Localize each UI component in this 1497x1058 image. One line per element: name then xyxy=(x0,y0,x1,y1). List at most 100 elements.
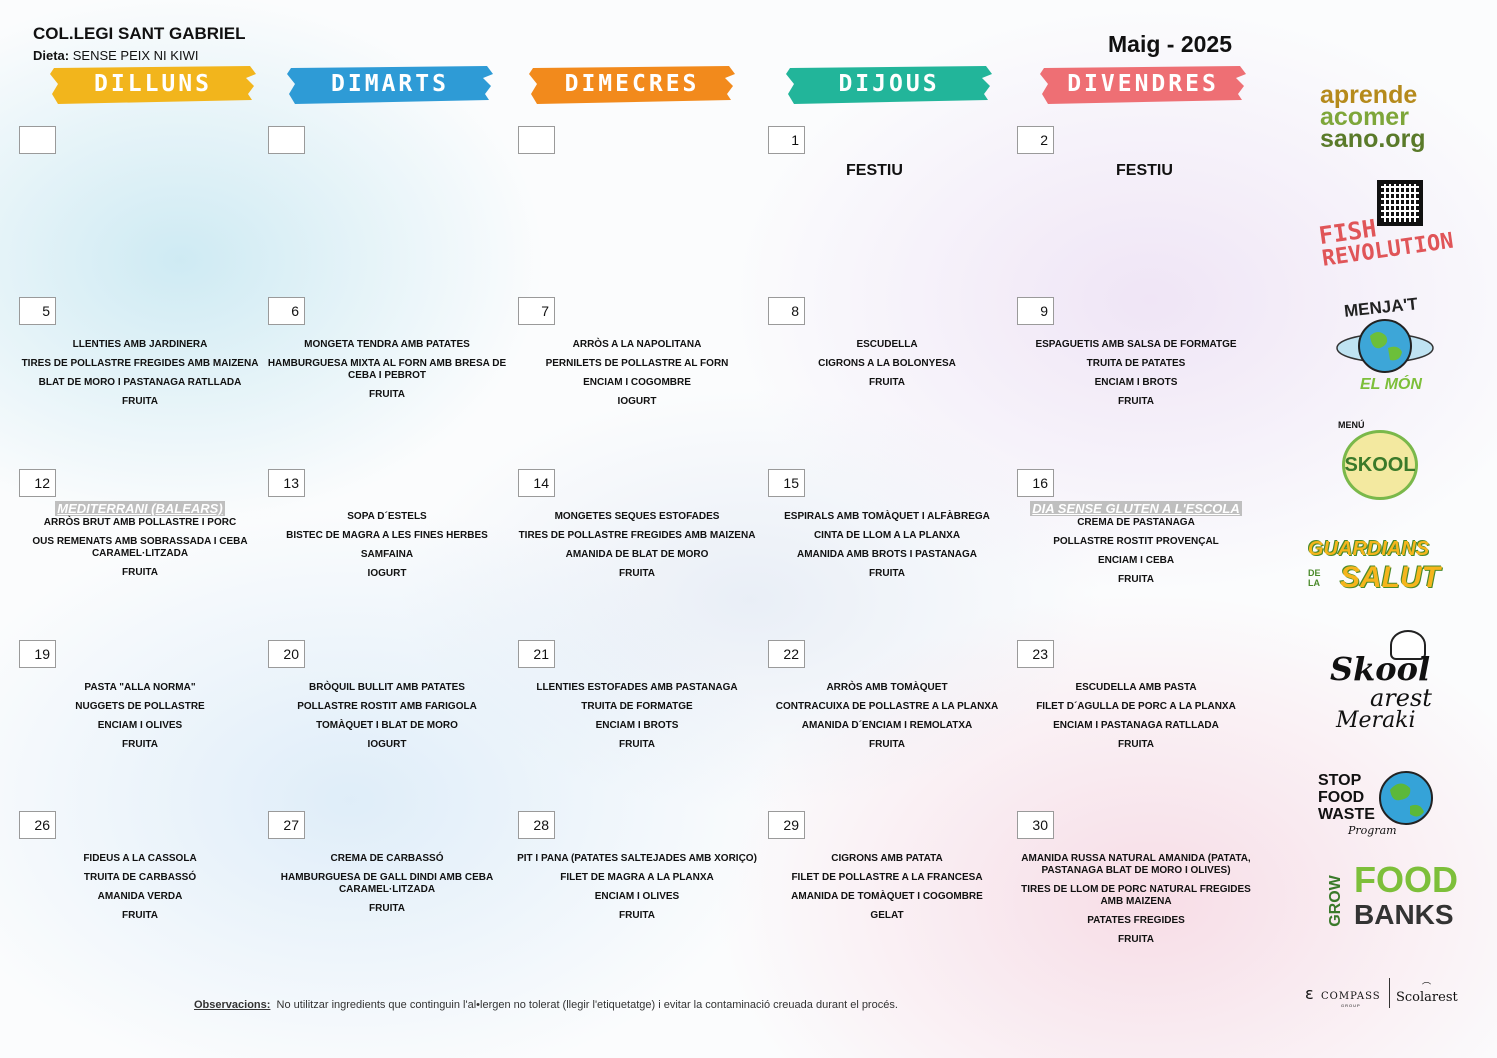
menu-list: LLENTIES ESTOFADES AMB PASTANAGA TRUITA D… xyxy=(513,682,761,758)
day-number: 20 xyxy=(268,640,305,668)
menu-item: TRUITA DE FORMATGE xyxy=(581,701,693,712)
brush-banner-shape xyxy=(1040,66,1246,104)
menu-list: BRÒQUIL BULLIT AMB PATATES POLLASTRE ROST… xyxy=(263,682,511,758)
menu-item: HAMBURGUESA MIXTA AL FORN AMB BRESA DE C… xyxy=(267,358,507,381)
menu-item: LLENTIES AMB JARDINERA xyxy=(72,339,208,350)
observations-label: Observacions: xyxy=(194,999,271,1011)
day-cell: 22 ARRÒS AMB TOMÀQUET CONTRACUIXA DE POLLA… xyxy=(768,640,1008,805)
menu-item: FRUITA xyxy=(619,739,655,750)
menu-item: BLAT DE MORO I PASTANAGA RATLLADA xyxy=(38,377,242,388)
day-number: 13 xyxy=(268,469,305,497)
stop-food-waste-logo: STOP FOOD WASTE Program xyxy=(1318,762,1438,840)
stop-text: STOP xyxy=(1318,772,1362,789)
menu-item: FRUITA xyxy=(369,903,405,914)
menu-item: FILET D´AGULLA DE PORC A LA PLANXA xyxy=(1036,701,1236,712)
menu-item: FRUITA xyxy=(122,396,158,407)
menu-item: CINTA DE LLOM A LA PLANXA xyxy=(813,530,961,541)
day-number xyxy=(268,126,305,154)
menu-item: FRUITA xyxy=(1118,739,1154,750)
grow-food-banks-logo: GROW FOOD BANKS xyxy=(1326,862,1458,938)
menu-item: FILET DE POLLASTRE A LA FRANCESA xyxy=(791,872,983,883)
menu-list: ARRÒS AMB TOMÀQUET CONTRACUIXA DE POLLAST… xyxy=(763,682,1011,758)
fish-revolution-logo: FISH REVOLUTION xyxy=(1317,206,1455,272)
menu-list: FIDEUS A LA CASSOLA TRUITA DE CARBASSÓ AMA… xyxy=(16,853,264,929)
day-number: 30 xyxy=(1017,811,1054,839)
menu-item: CREMA DE PASTANAGA xyxy=(1077,517,1195,528)
menu-item: ENCIAM I COGOMBRE xyxy=(583,377,691,388)
day-cell: 12 MEDITERRANI (BALEARS) ARRÒS BRUT AMB PO… xyxy=(19,469,259,634)
menu-item: FRUITA xyxy=(869,739,905,750)
menu-item: AMANIDA AMB BROTS I PASTANAGA xyxy=(797,549,977,560)
day-number: 15 xyxy=(768,469,805,497)
theme-day-label: DIA SENSE GLUTEN A L'ESCOLA xyxy=(1030,501,1242,516)
menu-item: FRUITA xyxy=(1118,574,1154,585)
menu-item: FRUITA xyxy=(619,568,655,579)
compass-text: COMPASS xyxy=(1321,991,1381,1002)
day-cell: 21 LLENTIES ESTOFADES AMB PASTANAGA TRUITA… xyxy=(518,640,758,805)
menu-list: MONGETES SEQUES ESTOFADES TIRES DE POLLAS… xyxy=(513,511,761,587)
day-number xyxy=(19,126,56,154)
menu-item: FRUITA xyxy=(869,568,905,579)
day-cell xyxy=(19,126,259,291)
menu-item: FRUITA xyxy=(869,377,905,388)
day-cell: 14 MONGETES SEQUES ESTOFADES TIRES DE POLL… xyxy=(518,469,758,634)
menu-item: GELAT xyxy=(870,910,904,921)
menu-list: MEDITERRANI (BALEARS) ARRÒS BRUT AMB POLL… xyxy=(16,501,264,586)
brush-banner-shape xyxy=(287,66,493,104)
day-number: 1 xyxy=(768,126,805,154)
menu-item: FILET DE MAGRA A LA PLANXA xyxy=(560,872,714,883)
menu-item: MONGETES SEQUES ESTOFADES xyxy=(554,511,720,522)
dela-text: DE LA xyxy=(1308,568,1321,588)
menu-item: FIDEUS A LA CASSOLA xyxy=(83,853,197,864)
menu-item: PERNILETS DE POLLASTRE AL FORN xyxy=(545,358,729,369)
diet-value: SENSE PEIX NI KIWI xyxy=(72,48,199,63)
menu-list: CREMA DE CARBASSÓ HAMBURGUESA DE GALL DIN… xyxy=(263,853,511,922)
guardians-text: GUARDIANS xyxy=(1308,538,1430,560)
scolarest-text: Scolarest xyxy=(1396,990,1458,1005)
menu-item: CIGRONS A LA BOLONYESA xyxy=(818,358,956,369)
month-title: Maig - 2025 xyxy=(1108,31,1232,57)
menu-list: AMANIDA RUSSA NATURAL AMANIDA (PATATA, P… xyxy=(1012,853,1260,953)
day-number xyxy=(518,126,555,154)
menu-item: ARRÒS BRUT AMB POLLASTRE I PORC xyxy=(43,517,237,528)
weekday-label: DIMECRES xyxy=(564,71,700,97)
scolarest-logo: ⌒ Scolarest xyxy=(1396,983,1458,1008)
menu-item: AMANIDA D´ENCIAM I REMOLATXA xyxy=(801,720,973,731)
scolarest-hat-icon: ⌒ xyxy=(1422,983,1432,993)
menu-item: BISTEC DE MAGRA A LES FINES HERBES xyxy=(286,530,488,541)
weekday-label: DIJOUS xyxy=(838,71,940,97)
day-cell: 16 DIA SENSE GLUTEN A L'ESCOLA CREMA DE PA… xyxy=(1017,469,1257,634)
menu-item: TRUITA DE CARBASSÓ xyxy=(83,872,197,883)
weekday-header-dimarts: DIMARTS xyxy=(287,64,493,104)
day-cell: 27 CREMA DE CARBASSÓ HAMBURGUESA DE GALL D… xyxy=(268,811,508,976)
day-number: 16 xyxy=(1017,469,1054,497)
brush-banner-shape xyxy=(529,66,735,104)
grow-text: GROW xyxy=(1326,875,1344,927)
menu-list: MONGETA TENDRA AMB PATATES HAMBURGUESA MI… xyxy=(263,339,511,408)
menu-item: AMANIDA RUSSA NATURAL AMANIDA (PATATA, P… xyxy=(1021,853,1251,876)
weekday-header-dilluns: DILLUNS xyxy=(50,64,256,104)
sano-text: sano.org xyxy=(1320,125,1426,153)
acomer-text: acomer xyxy=(1320,103,1409,131)
menu-item: POLLASTRE ROSTIT AMB FARIGOLA xyxy=(297,701,477,712)
food-text: FOOD xyxy=(1318,789,1365,806)
diet-label: Dieta: xyxy=(33,48,70,63)
logo-divider xyxy=(1389,978,1390,1008)
compass-group-logo: ɛ COMPASS GROUP xyxy=(1305,984,1390,1008)
skool-badge: SKOOL xyxy=(1342,430,1418,500)
menu-item: TIRES DE POLLASTRE FREGIDES AMB MAIZENA xyxy=(21,358,259,369)
brush-banner-shape xyxy=(786,66,992,104)
menu-item: SAMFAINA xyxy=(360,549,414,560)
menu-item: FRUITA xyxy=(122,739,158,750)
compass-group-subtext: GROUP xyxy=(1341,1003,1361,1008)
day-cell: 20 BRÒQUIL BULLIT AMB PATATES POLLASTRE RO… xyxy=(268,640,508,805)
aprende-text: aprende xyxy=(1320,81,1418,109)
day-cell: 7 ARRÒS A LA NAPOLITANA PERNILETS DE POLLA… xyxy=(518,297,758,462)
menu-item: CREMA DE CARBASSÓ xyxy=(330,853,444,864)
diet-line: Dieta: SENSE PEIX NI KIWI xyxy=(33,48,198,63)
day-cell: 19 PASTA "ALLA NORMA" NUGGETS DE POLLASTRE… xyxy=(19,640,259,805)
school-name: COL.LEGI SANT GABRIEL xyxy=(33,24,246,43)
day-number: 22 xyxy=(768,640,805,668)
day-cell xyxy=(268,126,508,291)
skool-script-text: Skool xyxy=(1330,650,1431,688)
